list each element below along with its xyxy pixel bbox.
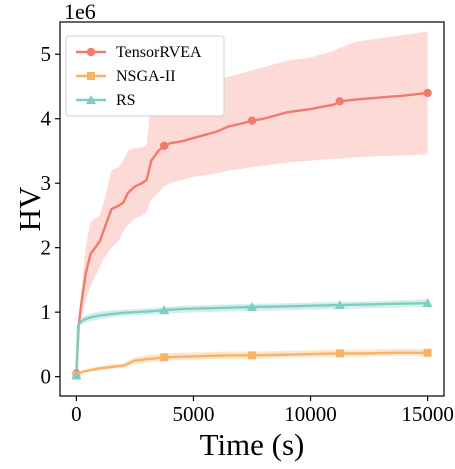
legend-marker-rs — [86, 95, 96, 104]
rs-band — [76, 299, 428, 376]
rs-marker — [71, 370, 82, 380]
legend-marker-tensorrvea — [86, 47, 96, 57]
y-axis-label: HV — [12, 186, 47, 231]
x-tick-label: 0 — [71, 402, 82, 426]
plot-frame — [59, 21, 445, 397]
legend-label-nsga-ii: NSGA-II — [116, 68, 176, 85]
x-axis-label: Time (s) — [200, 427, 305, 462]
y-tick-label: 2 — [41, 236, 52, 260]
tensorrvea-marker — [247, 116, 257, 125]
y-tick-label: 5 — [41, 42, 52, 66]
rs-marker — [247, 302, 257, 312]
y-tick-label: 4 — [41, 107, 52, 131]
x-tick-label: 10000 — [284, 402, 337, 426]
legend: TensorRVEA NSGA-II RS — [65, 35, 225, 117]
nsga-ii-marker — [160, 353, 169, 362]
axis-ticks: 0 5000 10000 15000 0 1 2 3 4 5 — [41, 42, 454, 426]
y-tick-label: 1 — [41, 300, 52, 324]
rs-marker — [334, 300, 345, 310]
rs-marker — [159, 305, 170, 315]
x-tick-label: 15000 — [401, 402, 454, 426]
tensorrvea-marker — [159, 141, 169, 151]
legend-item-nsga-ii: NSGA-II — [76, 68, 176, 85]
y-tick-label: 3 — [41, 171, 52, 195]
nsga-ii-marker — [335, 349, 344, 358]
legend-label-rs: RS — [116, 92, 136, 109]
legend-item-rs: RS — [76, 92, 136, 109]
legend-label-tensorrvea: TensorRVEA — [116, 44, 202, 61]
legend-box — [65, 35, 225, 117]
legend-item-tensorrvea: TensorRVEA — [76, 44, 202, 61]
tensorrvea-band — [76, 31, 428, 374]
y-tick-label: 0 — [41, 365, 52, 389]
series-markers — [71, 88, 433, 380]
y-multiplier-label: 1e6 — [64, 0, 96, 24]
tensorrvea-marker — [423, 88, 432, 98]
rs-marker — [422, 298, 433, 308]
x-tick-label: 5000 — [172, 402, 214, 426]
nsga-ii-marker — [423, 348, 432, 357]
tensorrvea-marker — [335, 97, 345, 106]
nsga-ii-marker — [248, 351, 256, 360]
legend-marker-nsga-ii — [87, 72, 95, 80]
